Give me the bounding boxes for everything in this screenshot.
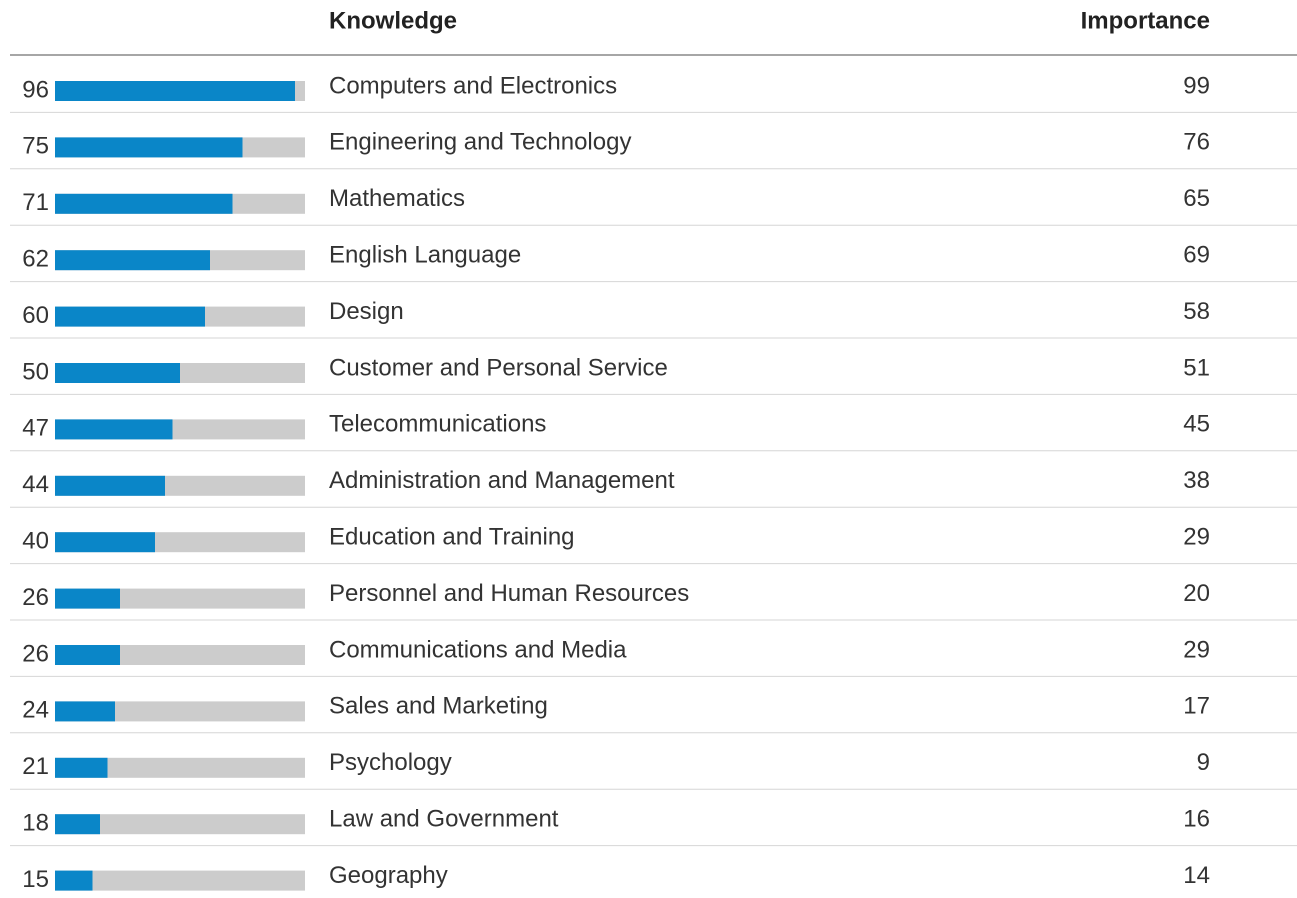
score: 24	[22, 697, 49, 724]
importance: 17	[1183, 693, 1210, 720]
bar	[55, 137, 243, 158]
bar	[55, 475, 165, 496]
bar	[55, 870, 93, 891]
importance: 29	[1183, 636, 1210, 663]
score: 18	[22, 810, 49, 837]
knowledge: Mathematics	[329, 185, 465, 212]
bar-track	[55, 757, 305, 778]
knowledge: Sales and Marketing	[329, 693, 548, 720]
column-header: Knowledge	[329, 7, 457, 34]
importance: 29	[1183, 524, 1210, 551]
knowledge: Telecommunications	[329, 411, 546, 438]
knowledge: Law and Government	[329, 806, 559, 833]
bar-track	[55, 701, 305, 722]
column-header: Importance	[1081, 7, 1210, 34]
score: 96	[22, 76, 49, 103]
score: 62	[22, 246, 49, 273]
importance: 69	[1183, 242, 1210, 269]
importance: 45	[1183, 411, 1210, 438]
knowledge: Customer and Personal Service	[329, 354, 668, 381]
importance: 16	[1183, 806, 1210, 833]
importance: 20	[1183, 580, 1210, 607]
bar	[55, 419, 173, 440]
score: 71	[22, 189, 49, 216]
knowledge: Administration and Management	[329, 467, 675, 494]
bar-track	[55, 870, 305, 891]
bar	[55, 757, 108, 778]
bar	[55, 193, 233, 214]
importance: 76	[1183, 129, 1210, 156]
bar-track	[55, 814, 305, 835]
importance: 58	[1183, 298, 1210, 325]
bar	[55, 701, 115, 722]
bar	[55, 588, 120, 609]
importance: 38	[1183, 467, 1210, 494]
score: 21	[22, 753, 49, 780]
knowledge: Geography	[329, 862, 448, 889]
score: 60	[22, 302, 49, 329]
score: 26	[22, 640, 49, 667]
knowledge: Education and Training	[329, 524, 575, 551]
bar	[55, 814, 100, 835]
knowledge: Psychology	[329, 749, 452, 776]
bar	[55, 363, 180, 383]
bar	[55, 532, 155, 553]
score: 15	[22, 866, 49, 893]
score: 26	[22, 584, 49, 611]
score: 50	[22, 358, 49, 385]
score: 40	[22, 528, 49, 555]
importance: 65	[1183, 185, 1210, 212]
importance: 51	[1183, 354, 1210, 381]
bar	[55, 645, 120, 665]
knowledge: Computers and Electronics	[329, 72, 617, 99]
bar	[55, 306, 205, 327]
importance: 14	[1183, 862, 1210, 889]
knowledge: Personnel and Human Resources	[329, 580, 689, 607]
bar	[55, 250, 210, 271]
knowledge: English Language	[329, 242, 521, 269]
score: 44	[22, 471, 49, 498]
score: 47	[22, 415, 49, 442]
importance: 9	[1197, 749, 1210, 776]
knowledge: Communications and Media	[329, 636, 627, 663]
bar	[55, 81, 295, 101]
knowledge: Engineering and Technology	[329, 129, 631, 156]
score: 75	[22, 133, 49, 160]
importance: 99	[1183, 72, 1210, 99]
knowledge: Design	[329, 298, 404, 325]
